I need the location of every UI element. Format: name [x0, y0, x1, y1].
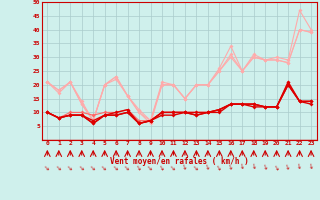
- Text: ↓: ↓: [215, 163, 223, 172]
- X-axis label: Vent moyen/en rafales ( km/h ): Vent moyen/en rafales ( km/h ): [110, 157, 249, 166]
- Text: ↓: ↓: [100, 163, 109, 172]
- Text: ↓: ↓: [89, 163, 97, 172]
- Text: ↓: ↓: [273, 163, 281, 172]
- Text: ↓: ↓: [261, 163, 269, 171]
- Text: ↓: ↓: [192, 163, 201, 172]
- Text: ↓: ↓: [43, 163, 52, 172]
- Text: ↓: ↓: [181, 163, 189, 171]
- Text: ↓: ↓: [239, 163, 246, 170]
- Text: ↓: ↓: [124, 163, 132, 172]
- Text: ↓: ↓: [135, 163, 143, 172]
- Text: ↓: ↓: [55, 163, 63, 172]
- Text: ↓: ↓: [284, 163, 292, 171]
- Text: ↓: ↓: [112, 163, 120, 172]
- Text: ↓: ↓: [308, 163, 315, 170]
- Text: ↓: ↓: [66, 163, 75, 172]
- Text: ↓: ↓: [169, 163, 178, 172]
- Text: ↓: ↓: [146, 163, 155, 172]
- Text: ↓: ↓: [158, 163, 166, 172]
- Text: ↓: ↓: [77, 163, 86, 172]
- Text: ↓: ↓: [296, 163, 303, 170]
- Text: ↓: ↓: [250, 163, 257, 170]
- Text: ↓: ↓: [204, 163, 212, 171]
- Text: ↓: ↓: [227, 163, 235, 171]
